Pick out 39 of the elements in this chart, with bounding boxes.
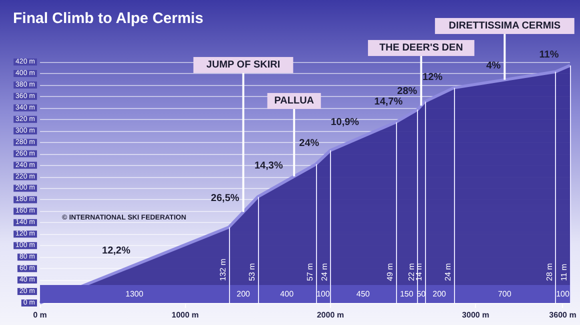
annotation: 28% <box>397 86 418 98</box>
ref-line-label: 14 m <box>414 262 424 281</box>
band-label: 700 <box>498 290 512 298</box>
annotation: 14,3% <box>254 160 283 172</box>
annotation: 11% <box>539 49 559 60</box>
x-tick-label: 3000 m <box>462 310 490 320</box>
ref-line-label: 132 m <box>218 258 228 281</box>
ref-line-label: 49 m <box>385 262 394 281</box>
ref-line-label: PALLUA <box>274 96 314 106</box>
ref-line-label: 24 m <box>320 262 329 281</box>
ref-line-label: THE DEER'S DEN <box>379 42 463 54</box>
ref-line-label: 24 m <box>443 262 452 281</box>
annotation: 26,5% <box>210 192 240 204</box>
ref-line-label: 22 m <box>407 262 416 281</box>
x-tick-label: 2000 m <box>316 310 344 320</box>
annotation: 12% <box>422 72 443 83</box>
ref-line-label: 57 m <box>305 262 314 281</box>
annotation: 24% <box>299 138 320 149</box>
annotation: 10,9% <box>330 117 360 128</box>
ref-line-label: DIRETTISSIMA CERMIS <box>448 20 561 32</box>
band-label: 100 <box>316 290 330 298</box>
annotation: 12,2% <box>102 246 130 257</box>
annotation: 4% <box>486 60 501 72</box>
ref-line-label: 28 m <box>544 262 554 281</box>
ref-line-label: 11 m <box>560 263 568 281</box>
annotation: 14,7% <box>374 96 403 108</box>
x-tick-label: 0 m <box>33 310 47 320</box>
x-tick-label: 3600 m <box>549 310 576 320</box>
band-label: 200 <box>432 290 447 298</box>
x-tick-label: 1000 m <box>172 310 199 320</box>
band-label: 1300 <box>125 290 144 298</box>
ref-line-label: 53 m <box>247 262 256 281</box>
band-label: 400 <box>280 290 294 298</box>
band-label: 100 <box>556 290 570 298</box>
chart-title: Final Climb to Alpe Cermis <box>13 10 204 27</box>
ref-line-label: JUMP OF SKIRI <box>206 60 280 70</box>
band-label: 150 <box>400 290 414 298</box>
band-label: 200 <box>236 290 251 298</box>
band-label: 450 <box>356 290 370 298</box>
